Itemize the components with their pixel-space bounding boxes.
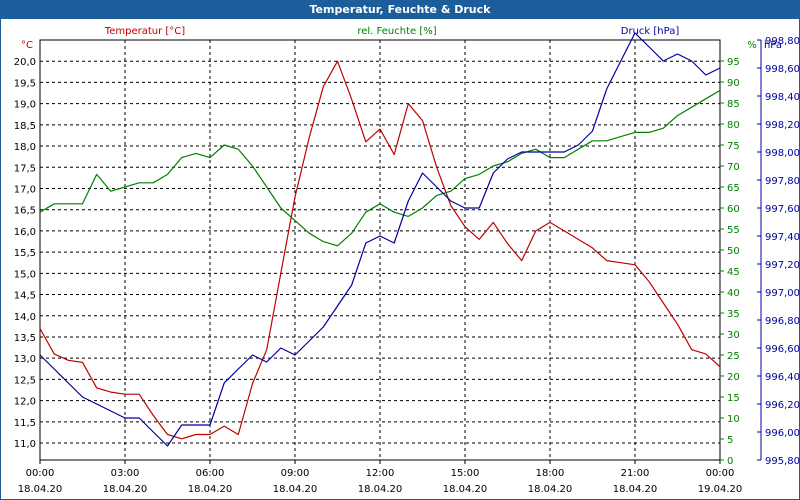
temperature-tick-label: 12,5	[14, 375, 36, 386]
x-tick-date: 18.04.20	[528, 484, 573, 495]
humidity-tick-label: 50	[727, 246, 740, 257]
humidity-tick-label: 65	[727, 183, 740, 194]
humidity-tick-label: 30	[727, 330, 740, 341]
x-tick-time: 12:00	[366, 468, 395, 479]
humidity-tick-label: 35	[727, 309, 740, 320]
humidity-tick-label: 70	[727, 162, 740, 173]
temperature-tick-label: 13,5	[14, 333, 36, 344]
temperature-tick-label: 11,5	[14, 418, 36, 429]
temperature-axis-title: Temperatur [°C]	[104, 26, 185, 37]
temperature-tick-label: 11,0	[14, 439, 36, 450]
temperature-tick-label: 20,0	[14, 57, 36, 68]
x-tick-time: 15:00	[451, 468, 480, 479]
x-tick-date: 18.04.20	[18, 484, 63, 495]
temperature-tick-label: 16,0	[14, 227, 36, 238]
humidity-tick-label: 60	[727, 204, 740, 215]
chart-title: Temperatur, Feuchte & Druck	[0, 0, 800, 19]
pressure-tick-label: 996,80	[765, 316, 800, 327]
temperature-tick-label: 15,0	[14, 269, 36, 280]
pressure-tick-label: 996,00	[765, 428, 800, 439]
humidity-tick-label: 25	[727, 351, 740, 362]
x-tick-time: 00:00	[26, 468, 55, 479]
humidity-tick-label: 75	[727, 141, 740, 152]
x-tick-time: 06:00	[196, 468, 225, 479]
series-line-temperature	[39, 60, 721, 440]
humidity-tick-label: 95	[727, 57, 740, 68]
humidity-tick-label: 85	[727, 99, 740, 110]
x-tick-date: 18.04.20	[103, 484, 148, 495]
temperature-tick-label: 18,5	[14, 121, 36, 132]
pressure-tick-label: 998,20	[765, 120, 800, 131]
x-tick-time: 00:00	[706, 468, 735, 479]
axes	[39, 39, 762, 464]
temperature-tick-label: 15,5	[14, 248, 36, 259]
pressure-tick-label: 998,60	[765, 64, 800, 75]
axis-labels: °C Temperatur [°C] rel. Feuchte [%] Druc…	[21, 26, 782, 51]
pressure-tick-label: 996,60	[765, 344, 800, 355]
humidity-tick-label: 80	[727, 120, 740, 131]
x-tick-date: 18.04.20	[358, 484, 403, 495]
humidity-tick-label: 45	[727, 267, 740, 278]
data-series	[39, 32, 721, 447]
x-tick-date: 18.04.20	[443, 484, 488, 495]
pressure-tick-label: 997,00	[765, 288, 800, 299]
temperature-tick-label: 19,5	[14, 78, 36, 89]
pressure-tick-label: 997,20	[765, 260, 800, 271]
pressure-tick-label: 998,80	[765, 36, 800, 47]
tick-labels: 11,0 11,5 12,0 12,5 13,0 13,5 14,0 14,5 15,0 15,5…	[14, 36, 800, 495]
x-tick-time: 03:00	[111, 468, 140, 479]
x-tick-date: 19.04.20	[698, 484, 743, 495]
humidity-tick-label: 10	[727, 414, 740, 425]
temperature-tick-label: 19,0	[14, 100, 36, 111]
pressure-tick-label: 997,60	[765, 204, 800, 215]
temperature-tick-label: 13,0	[14, 354, 36, 365]
x-tick-time: 21:00	[621, 468, 650, 479]
temperature-tick-label: 17,5	[14, 163, 36, 174]
pressure-tick-label: 996,20	[765, 400, 800, 411]
series-line-pressure	[39, 32, 721, 447]
humidity-axis-title: rel. Feuchte [%]	[357, 26, 436, 37]
temperature-tick-label: 17,0	[14, 184, 36, 195]
pressure-unit-label: hPa	[764, 40, 782, 51]
x-tick-date: 18.04.20	[188, 484, 233, 495]
x-tick-time: 18:00	[536, 468, 565, 479]
temperature-tick-label: 14,5	[14, 291, 36, 302]
temperature-unit-label: °C	[21, 40, 33, 51]
pressure-tick-label: 995,80	[765, 456, 800, 467]
humidity-tick-label: 5	[727, 435, 733, 446]
temperature-tick-label: 12,0	[14, 397, 36, 408]
grid-lines	[40, 40, 720, 460]
pressure-axis-title: Druck [hPa]	[621, 26, 680, 37]
humidity-tick-label: 20	[727, 372, 740, 383]
temperature-tick-label: 14,0	[14, 312, 36, 323]
pressure-tick-label: 997,40	[765, 232, 800, 243]
pressure-tick-label: 997,80	[765, 176, 800, 187]
temperature-tick-label: 18,0	[14, 142, 36, 153]
humidity-tick-label: 15	[727, 393, 740, 404]
pressure-tick-label: 998,00	[765, 148, 800, 159]
humidity-tick-label: 55	[727, 225, 740, 236]
humidity-tick-label: 40	[727, 288, 740, 299]
humidity-unit-label: %	[747, 40, 757, 51]
x-tick-time: 09:00	[281, 468, 310, 479]
humidity-tick-label: 0	[727, 456, 733, 467]
x-tick-date: 18.04.20	[613, 484, 658, 495]
pressure-tick-label: 998,40	[765, 92, 800, 103]
temperature-tick-label: 16,5	[14, 206, 36, 217]
series-line-humidity	[39, 89, 721, 247]
humidity-tick-label: 90	[727, 78, 740, 89]
x-tick-date: 18.04.20	[273, 484, 318, 495]
pressure-tick-label: 996,40	[765, 372, 800, 383]
